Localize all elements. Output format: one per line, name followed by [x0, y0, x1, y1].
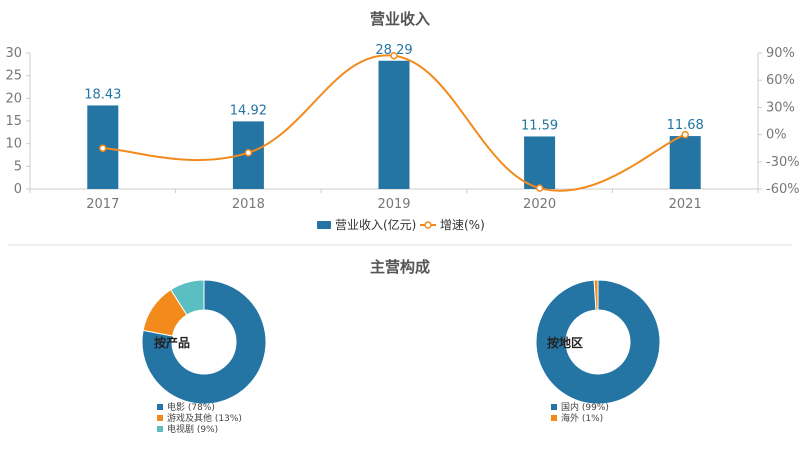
left-tick-label: 5	[14, 159, 22, 174]
legend-label-growth: 增速(%)	[440, 218, 485, 232]
legend-swatch-revenue	[317, 221, 331, 229]
right-tick-label: 60%	[766, 73, 795, 88]
bar-value-label: 11.59	[521, 118, 558, 133]
x-tick-label: 2018	[232, 197, 265, 212]
bar-value-label: 28.29	[375, 43, 412, 58]
growth-point[interactable]	[244, 148, 253, 157]
legend-label: 国内 (99%)	[561, 401, 609, 413]
legend-label: 海外 (1%)	[561, 412, 603, 424]
legend-swatch	[157, 415, 163, 421]
growth-point[interactable]	[681, 130, 689, 139]
right-y-axis: -60% -30% 0% 30% 60% 90%	[758, 46, 800, 197]
growth-point[interactable]	[99, 144, 107, 152]
right-tick-label: -30%	[766, 155, 800, 170]
right-tick-label: 30%	[766, 100, 795, 115]
legend-swatch	[157, 404, 163, 410]
legend-swatch	[157, 426, 163, 432]
growth-points	[99, 51, 689, 192]
x-tick-label: 2017	[86, 197, 119, 212]
x-axis-labels: 2017 2018 2019 2020 2021	[29, 189, 759, 212]
x-tick-label: 2020	[523, 197, 556, 212]
left-tick-label: 20	[5, 91, 22, 106]
left-tick-label: 15	[5, 114, 22, 129]
legend-marker-growth	[424, 221, 432, 229]
legend-label: 游戏及其他 (13%)	[167, 412, 242, 424]
x-tick-label: 2019	[377, 197, 410, 212]
revenue-bar[interactable]	[669, 136, 701, 189]
left-tick-label: 30	[5, 46, 22, 61]
donut-region-center-label: 按地区	[547, 335, 583, 350]
growth-point[interactable]	[535, 184, 544, 192]
bar-value-label: 11.68	[667, 118, 704, 133]
bar-series: 18.43 14.92 28.29 11.59 11.68	[84, 43, 704, 189]
legend-label: 电影 (78%)	[167, 401, 215, 413]
right-tick-label: -60%	[766, 182, 800, 197]
bar-value-label: 14.92	[230, 103, 267, 118]
pie-slice[interactable]	[593, 279, 599, 311]
donut-by-region	[535, 279, 661, 405]
left-tick-label: 10	[5, 137, 22, 152]
legend-label-revenue: 营业收入(亿元)	[335, 217, 416, 232]
legend-label: 电视剧 (9%)	[167, 423, 218, 435]
composition-title: 主营构成	[370, 258, 430, 276]
donut-product-center-label: 按产品	[154, 335, 190, 350]
revenue-chart-title: 营业收入	[370, 10, 430, 28]
left-tick-label: 25	[5, 69, 22, 84]
pie-slice[interactable]	[170, 279, 205, 316]
right-tick-label: 90%	[766, 46, 795, 61]
left-y-axis: 0 5 10 15 20 25 30	[5, 46, 30, 197]
left-tick-label: 0	[14, 182, 22, 197]
donut-region-legend: 国内 (99%)海外 (1%)	[551, 401, 609, 424]
x-tick-label: 2021	[669, 197, 702, 212]
legend-swatch	[551, 404, 557, 410]
bar-value-label: 18.43	[84, 87, 121, 102]
chart-legend[interactable]: 营业收入(亿元) 增速(%)	[317, 217, 485, 232]
donut-product-legend: 电影 (78%)游戏及其他 (13%)电视剧 (9%)	[157, 401, 242, 435]
revenue-bar[interactable]	[524, 136, 556, 189]
growth-point[interactable]	[390, 51, 398, 60]
right-tick-label: 0%	[766, 128, 787, 143]
revenue-bar[interactable]	[378, 60, 410, 189]
legend-swatch	[551, 415, 557, 421]
pie-slice[interactable]	[535, 279, 661, 405]
pie-slice[interactable]	[141, 279, 267, 405]
donut-by-product	[141, 279, 267, 405]
